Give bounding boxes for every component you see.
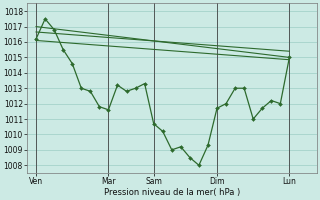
X-axis label: Pression niveau de la mer( hPa ): Pression niveau de la mer( hPa ) [104, 188, 240, 197]
